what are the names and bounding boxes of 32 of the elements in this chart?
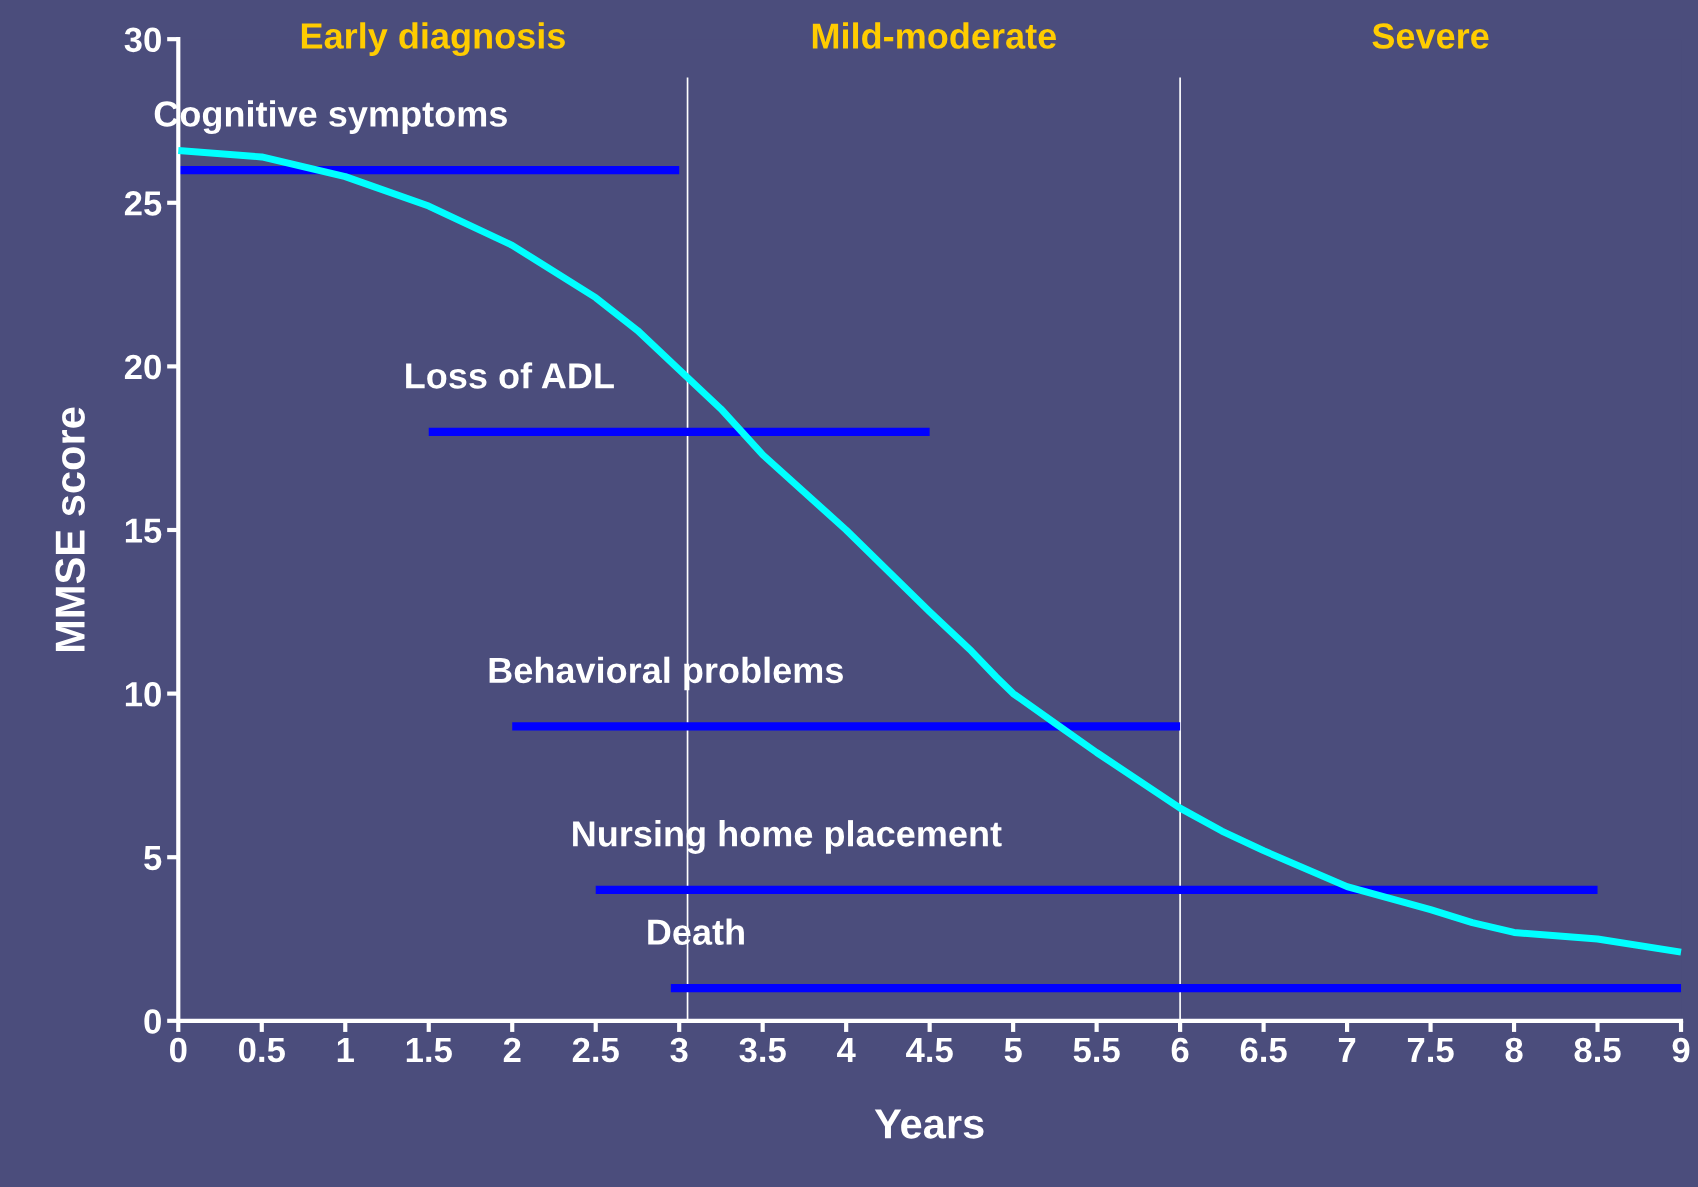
y-tick-label: 5	[144, 845, 162, 871]
y-tick-label: 10	[125, 681, 161, 707]
x-tick-label: 8.5	[1574, 1037, 1621, 1063]
x-tick-label: 6	[1171, 1037, 1189, 1063]
annotation: Severe	[1372, 23, 1489, 49]
x-tick-label: 9	[1672, 1037, 1690, 1063]
x-tick-label: 2.5	[572, 1037, 619, 1063]
x-tick-label: 3.5	[739, 1037, 786, 1063]
x-tick-label: 5.5	[1073, 1038, 1120, 1063]
x-tick-label: 2	[503, 1037, 521, 1062]
y-axis-title: MMSE score	[55, 407, 85, 652]
x-tick-label: 6.5	[1240, 1037, 1287, 1063]
y-tick-label: 0	[144, 1009, 161, 1034]
y-tick-label: 15	[125, 518, 162, 543]
x-tick-label: 1	[337, 1038, 354, 1062]
x-tick-label: 5	[1004, 1038, 1022, 1063]
y-tick-label: 30	[124, 27, 161, 53]
x-tick-label: 3	[670, 1037, 688, 1063]
x-tick-label: 7	[1338, 1038, 1356, 1062]
y-tick-label: 25	[124, 191, 162, 216]
x-tick-label: 1.5	[406, 1038, 452, 1063]
annotation: Early diagnosis	[301, 22, 565, 57]
x-tick-label: 0	[170, 1037, 187, 1063]
x-tick-label: 8	[1505, 1037, 1523, 1063]
y-tick-label: 20	[124, 354, 161, 380]
annotation: Mild-moderate	[812, 22, 1056, 49]
x-tick-label: 7.5	[1407, 1038, 1454, 1063]
x-tick-label: 4	[837, 1038, 856, 1062]
x-axis-title: Years	[874, 1109, 984, 1139]
x-tick-label: 4.5	[906, 1038, 953, 1063]
series-label: Loss of ADL	[406, 362, 614, 389]
x-tick-label: 0.5	[239, 1037, 285, 1063]
